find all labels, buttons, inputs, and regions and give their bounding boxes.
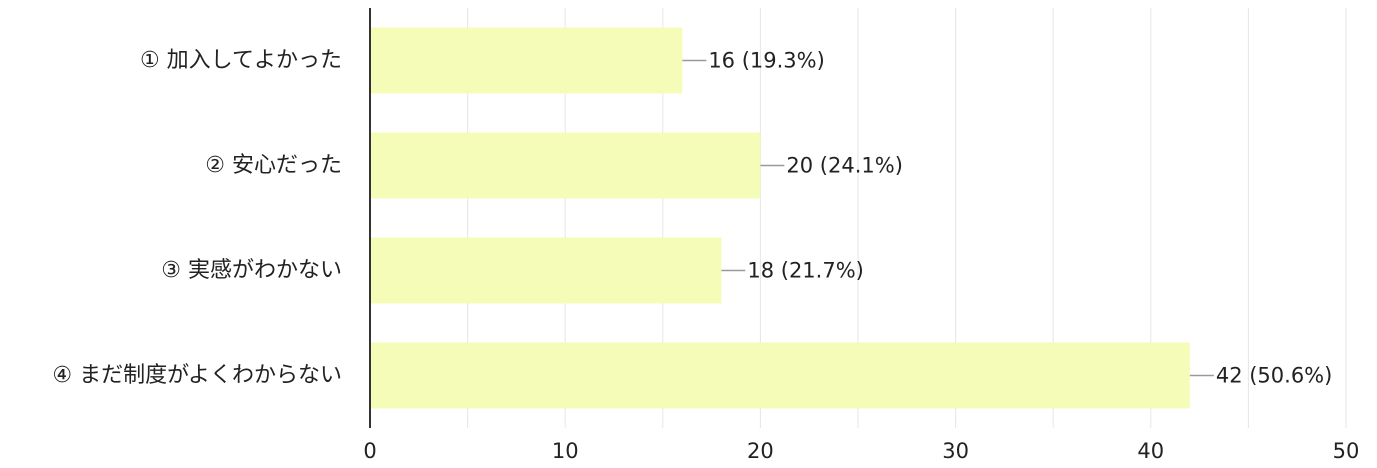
data-label: 16 (19.3%) <box>708 49 825 73</box>
category-label: ③ 実感がわかない <box>161 258 342 283</box>
bar <box>370 27 683 94</box>
x-tick-label: 40 <box>1137 439 1164 463</box>
x-tick-label: 20 <box>747 439 774 463</box>
data-label: 42 (50.6%) <box>1216 364 1333 388</box>
bar <box>370 132 761 199</box>
data-label: 18 (21.7%) <box>747 259 864 283</box>
bar <box>370 237 722 304</box>
bars <box>370 27 1190 409</box>
x-tick-label: 10 <box>552 439 579 463</box>
x-tick-label: 50 <box>1333 439 1360 463</box>
labels: 16 (19.3%) ① 加入してよかった 20 (24.1%) ② 安心だった 18 … <box>52 48 1359 463</box>
data-label: 20 (24.1%) <box>786 154 903 178</box>
x-tick-label: 30 <box>942 439 969 463</box>
category-label: ④ まだ制度がよくわからない <box>52 363 342 388</box>
category-label: ② 安心だった <box>205 153 342 178</box>
bar <box>370 342 1190 409</box>
category-label: ① 加入してよかった <box>140 48 342 73</box>
x-tick-label: 0 <box>363 439 376 463</box>
